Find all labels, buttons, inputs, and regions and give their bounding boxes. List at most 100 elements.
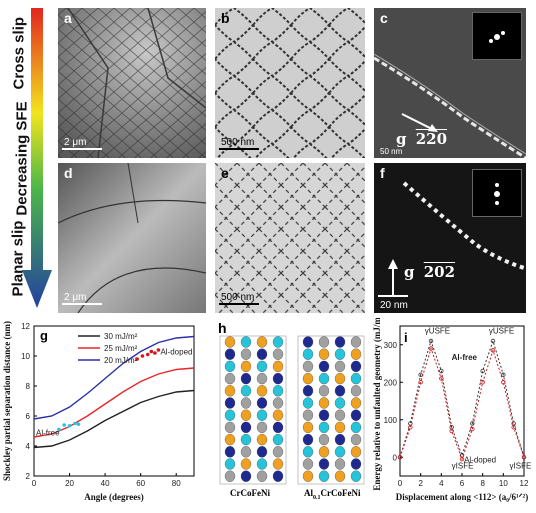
scale-bar-d — [62, 303, 102, 305]
atom — [272, 470, 284, 482]
atom — [334, 433, 346, 446]
data-point-1 — [459, 456, 465, 462]
y-tick-label: 0 — [393, 453, 398, 462]
atom — [240, 385, 252, 397]
atom — [334, 421, 346, 434]
atom — [334, 397, 346, 409]
data-point-1 — [490, 348, 496, 353]
data-point-1 — [418, 380, 423, 385]
data-point-1 — [501, 380, 506, 385]
atom — [350, 458, 362, 470]
data-point-0 — [439, 368, 444, 374]
panel-letter-h: h — [218, 320, 227, 336]
crcofeni-label: CrCoFeNi — [230, 488, 270, 498]
al-doped-label: Al-doped — [464, 456, 496, 465]
atom — [256, 409, 268, 421]
y-axis-label: Energy relative to unfaulted geometry (m… — [372, 318, 382, 491]
data-point-1 — [156, 348, 161, 352]
data-point-0 — [57, 427, 61, 432]
atom — [240, 372, 252, 385]
atom — [256, 446, 268, 458]
al-crcofeni-label: Al0.1CrCoFeNi — [304, 488, 361, 501]
micrograph-d: d 2 μm — [58, 163, 206, 313]
x-tick-label: 12 — [520, 479, 529, 488]
y-tick-label: 4 — [26, 442, 31, 451]
atom — [256, 397, 268, 409]
diffraction-inset-c — [472, 12, 522, 60]
atom — [256, 470, 268, 482]
atom — [224, 409, 236, 421]
atom — [224, 470, 236, 482]
atom — [240, 348, 252, 360]
x-tick-label: 40 — [101, 479, 110, 488]
atom — [302, 397, 314, 409]
atom — [350, 397, 362, 409]
series-line-2 — [33, 335, 195, 420]
x-tick-label: 4 — [439, 479, 444, 488]
y-tick-label: 8 — [26, 382, 31, 391]
atom — [240, 336, 252, 348]
x-tick-label: 20 — [65, 479, 74, 488]
atom — [318, 397, 330, 409]
data-point-1 — [511, 425, 516, 430]
micrograph-b: b 500 nm — [215, 8, 365, 158]
al-free-annotation: Al-free — [36, 429, 60, 438]
planar-slip-label: Planar slip — [9, 220, 27, 297]
atom — [272, 372, 284, 385]
x-tick-label: 0 — [32, 479, 37, 488]
dislocation-texture-e — [215, 163, 365, 313]
x-axis-label: Displacement along <112> (a₀/6¹ᐟ²) — [396, 492, 528, 502]
atom — [350, 446, 362, 458]
atom — [224, 372, 236, 385]
atom — [272, 385, 284, 397]
atom — [334, 372, 346, 385]
data-point-1 — [145, 352, 150, 357]
grain-texture-d — [58, 163, 206, 313]
data-point-0 — [501, 372, 506, 377]
isfe-label-2: γISFE — [510, 462, 532, 471]
panel-letter-d: d — [64, 165, 73, 181]
g-vector-arrow-c — [401, 113, 438, 132]
atom — [256, 433, 268, 446]
atom — [224, 433, 236, 446]
atom — [240, 433, 252, 446]
atom — [302, 470, 314, 482]
grain-texture-a — [58, 8, 206, 158]
panel-letter-a: a — [64, 10, 72, 26]
data-point-0 — [73, 421, 77, 426]
y-tick-label: 300 — [384, 341, 398, 350]
atom — [224, 421, 236, 434]
scale-label-c: 50 nm — [380, 147, 403, 156]
panel-letter-g: g — [40, 328, 48, 343]
scale-label-b: 500 nm — [221, 137, 255, 148]
atom — [334, 458, 346, 470]
al-doped-annotation: Al-doped — [160, 348, 192, 357]
atom — [256, 360, 268, 373]
atom — [350, 336, 362, 348]
y-tick-label: 10 — [21, 352, 30, 361]
x-axis-label: Angle (degrees) — [84, 492, 144, 502]
data-point-0 — [76, 422, 81, 427]
panel-letter-c: c — [380, 10, 388, 26]
legend-label-1: 25 mJ/m² — [104, 344, 138, 353]
x-tick-label: 8 — [480, 479, 485, 488]
chart-g: 0 20 40 60 80 2 4 6 8 10 12 30 mJ/m² 25 mJ/m² 20 mJ/m… — [2, 321, 195, 502]
panel-letter-b: b — [221, 10, 230, 26]
atom — [350, 348, 362, 360]
atom — [350, 360, 362, 373]
legend-label-2: 20 mJ/m² — [104, 356, 138, 365]
atom — [302, 385, 314, 397]
isfe-label-1: γISFE — [452, 462, 474, 471]
data-point-1 — [428, 346, 434, 351]
atom — [272, 348, 284, 360]
atom — [240, 421, 252, 434]
atom — [318, 458, 330, 470]
atom — [224, 360, 236, 373]
data-point-1 — [408, 425, 413, 430]
atom — [272, 336, 284, 348]
atom — [272, 360, 284, 373]
data-point-1 — [397, 455, 403, 460]
atom — [302, 348, 314, 360]
micrograph-f: f g 202 20 nm — [374, 163, 526, 313]
